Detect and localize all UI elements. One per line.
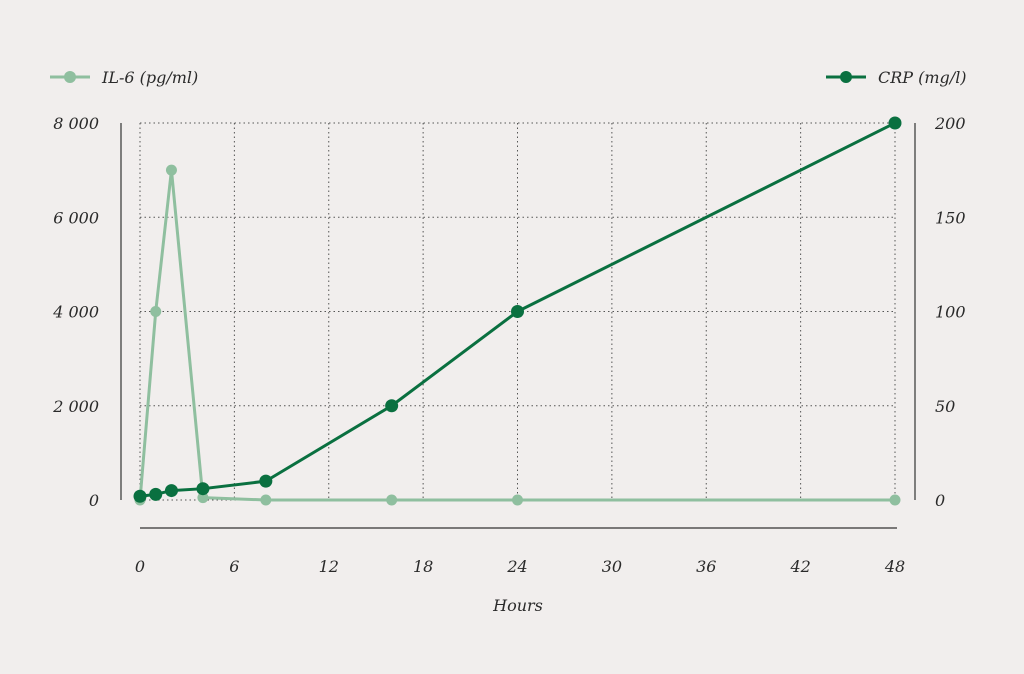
- legend-il6-label: IL-6 (pg/ml): [101, 68, 198, 87]
- crp-data-point: [196, 482, 210, 496]
- crp-data-point: [149, 487, 163, 501]
- il6-data-point: [512, 494, 523, 506]
- right-y-tick-label: 50: [935, 397, 955, 416]
- il6-data-point: [197, 492, 209, 504]
- crp-data-point: [133, 489, 147, 503]
- right-y-tick-label: 0: [935, 491, 945, 510]
- x-tick-label: 0: [135, 557, 145, 576]
- series: [133, 116, 902, 506]
- left-y-tick-label: 0: [89, 491, 99, 510]
- il6-data-point: [386, 494, 398, 506]
- x-tick-label: 36: [696, 557, 716, 576]
- x-tick-label: 24: [506, 557, 527, 576]
- il6-data-point: [889, 494, 901, 506]
- left-y-tick-label: 8 000: [53, 114, 99, 133]
- crp-data-point: [259, 474, 273, 488]
- left-y-tick-label: 2 000: [52, 397, 99, 416]
- left-y-tick-label: 4 000: [52, 303, 99, 322]
- right-y-tick-label: 200: [934, 114, 966, 133]
- crp-data-point: [385, 399, 399, 413]
- crp-data-point: [511, 305, 524, 318]
- right-y-tick-label: 150: [935, 208, 966, 227]
- il6-data-point: [150, 306, 162, 317]
- x-tick-label: 12: [319, 557, 339, 576]
- legend: IL-6 (pg/ml) CRP (mg/l): [50, 68, 967, 87]
- x-tick-label: 6: [229, 557, 239, 576]
- x-tick-label: 30: [602, 557, 622, 576]
- tick-labels: 0 6 12 18 24 30 36 42 48 0 2 000 4 000 6 000 8 000 0 50…: [52, 114, 965, 576]
- x-tick-label: 18: [413, 557, 433, 576]
- legend-crp-label: CRP (mg/l): [878, 68, 967, 87]
- il6-series-line: [138, 168, 895, 502]
- x-axis-label: Hours: [492, 596, 543, 615]
- crp-data-point: [888, 116, 902, 130]
- crp-data-point: [164, 484, 178, 498]
- il6-data-point: [165, 164, 177, 176]
- left-y-tick-label: 6 000: [53, 208, 99, 227]
- x-tick-label: 48: [884, 557, 905, 576]
- x-tick-label: 42: [789, 557, 810, 576]
- right-y-tick-label: 100: [935, 303, 966, 322]
- il6-data-point: [260, 494, 272, 506]
- legend-il6-marker: [64, 71, 76, 83]
- legend-crp-marker: [840, 71, 852, 83]
